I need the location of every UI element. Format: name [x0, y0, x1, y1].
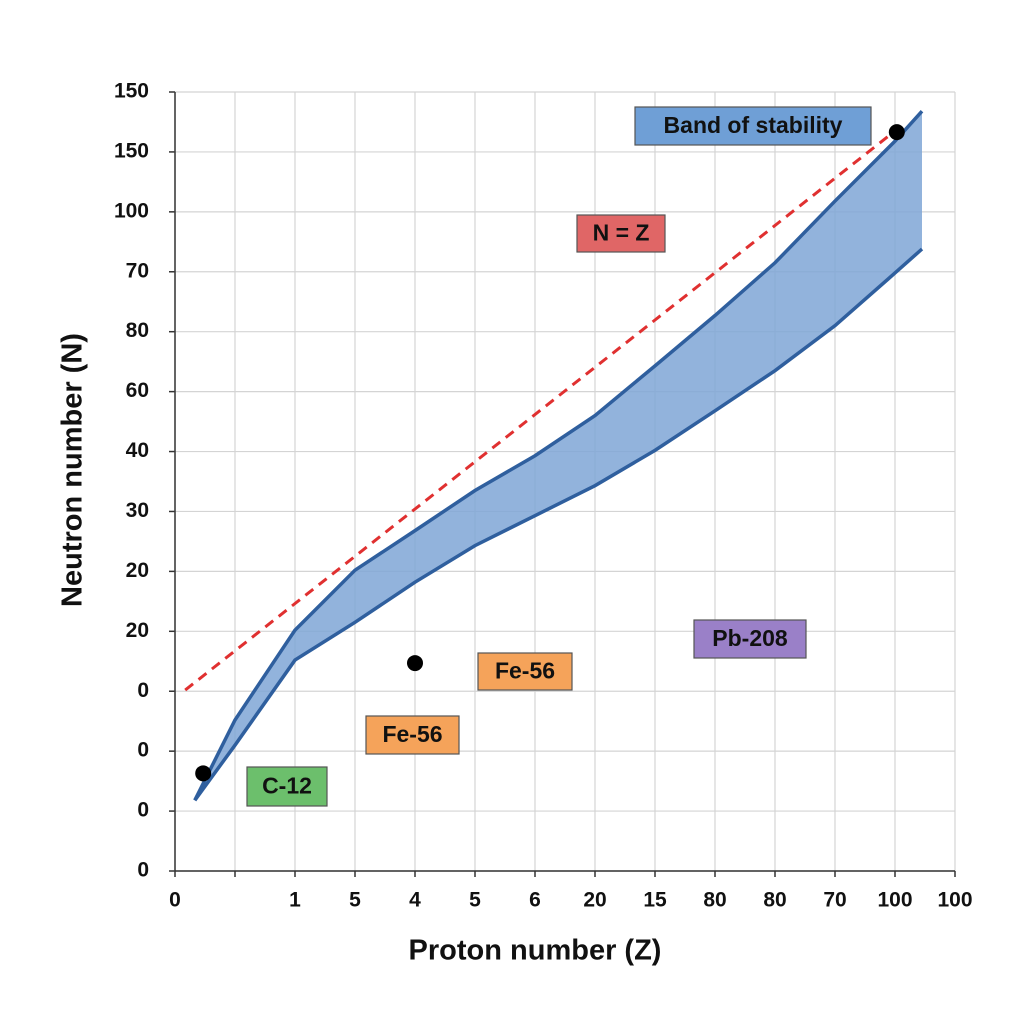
x-tick-label: 5 [469, 889, 481, 912]
y-tick-label: 150 [114, 80, 149, 103]
reference-line [184, 129, 896, 692]
x-tick-label: 15 [643, 889, 667, 912]
y-tick-label: 20 [126, 559, 149, 582]
x-tick-label: 5 [349, 889, 361, 912]
annotation: Fe-56 [477, 652, 573, 691]
annotation-box [477, 652, 573, 691]
data-point [407, 655, 423, 672]
x-tick-label: 80 [703, 889, 726, 912]
x-tick-label: 6 [529, 889, 541, 912]
x-tick-label: 0 [169, 889, 181, 912]
y-axis-title: Neutron number (N) [57, 333, 89, 607]
y-tick-label: 20 [126, 619, 149, 642]
annotation-box [693, 619, 807, 659]
annotation-text: C-12 [262, 773, 312, 799]
annotation: Pb-208 [693, 619, 807, 659]
annotation: Fe-56 [365, 715, 460, 755]
y-tick-label: 0 [137, 739, 149, 762]
x-tick-label: 1 [289, 889, 301, 912]
annotation-box [576, 214, 666, 253]
stability-band [194, 111, 923, 801]
band-edge [193, 247, 924, 802]
y-tick-label: 60 [126, 379, 149, 402]
y-tick-label: 0 [137, 799, 149, 822]
y-tick-label: 150 [114, 139, 149, 162]
x-tick-label: 100 [937, 889, 972, 912]
band-edge [193, 110, 924, 802]
annotation: C-12 [246, 766, 328, 807]
y-tick-label: 80 [126, 319, 149, 342]
y-tick-label: 0 [137, 679, 149, 702]
x-tick-label: 80 [763, 889, 786, 912]
y-tick-label: 40 [126, 439, 149, 462]
annotation: Band of stability [634, 106, 872, 146]
data-point [195, 765, 212, 782]
annotation-text: Fe-56 [495, 658, 555, 684]
annotation-text: Band of stability [664, 112, 843, 138]
x-tick-label: 100 [877, 889, 912, 912]
annotation-text: Pb-208 [712, 625, 788, 651]
x-tick-label: 20 [583, 889, 606, 912]
y-tick-label: 100 [114, 199, 149, 222]
data-point [888, 124, 905, 141]
annotation-box [634, 106, 872, 146]
annotation-text: N = Z [593, 220, 650, 246]
x-tick-label: 4 [409, 889, 421, 912]
x-tick-label: 70 [823, 889, 846, 912]
annotation: N = Z [576, 214, 666, 253]
annotation-box [246, 766, 328, 807]
y-tick-label: 70 [126, 259, 149, 282]
y-tick-label: 30 [126, 499, 149, 522]
annotation-box [365, 715, 460, 755]
x-axis-title: Proton number (Z) [409, 935, 662, 967]
y-tick-label: 0 [137, 859, 149, 882]
annotation-text: Fe-56 [382, 721, 442, 747]
